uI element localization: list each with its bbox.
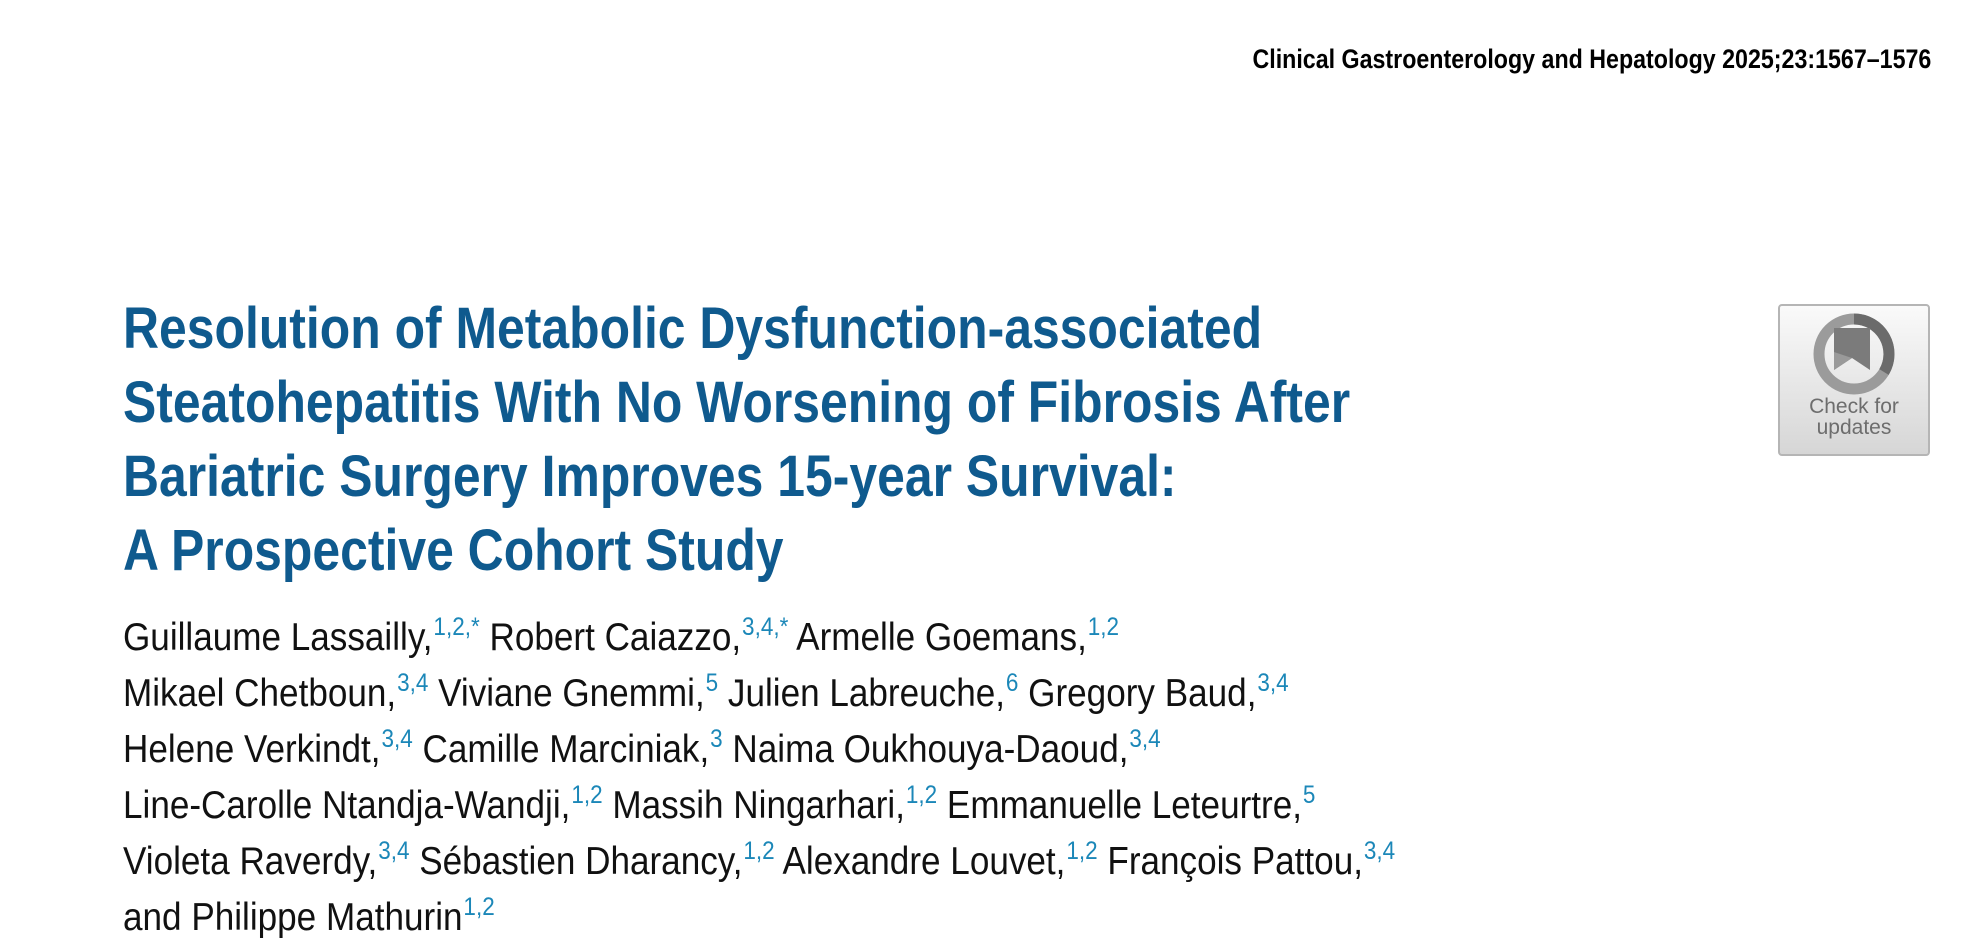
author-line: Helene Verkindt,3,4 Camille Marciniak,3 … (123, 724, 1395, 780)
author-name: Line-Carolle Ntandja-Wandji, (123, 784, 571, 827)
author-line: Violeta Raverdy,3,4 Sébastien Dharancy,1… (123, 836, 1395, 892)
author-affiliation-link[interactable]: 3,4 (1363, 837, 1396, 865)
author-name: Viviane Gnemmi, (438, 672, 705, 715)
check-for-updates-button[interactable]: Check for updates (1778, 304, 1930, 456)
author-name: Robert Caiazzo, (489, 616, 742, 659)
author-line: Line-Carolle Ntandja-Wandji,1,2 Massih N… (123, 780, 1395, 836)
author-name: Emmanuelle Leteurtre, (946, 784, 1303, 827)
author-affiliation-link[interactable]: 3 (710, 725, 723, 753)
author-list: Guillaume Lassailly,1,2,* Robert Caiazzo… (123, 612, 1395, 948)
author-affiliation-link[interactable]: 1,2 (905, 781, 938, 809)
author-affiliation-link[interactable]: 1,2 (571, 781, 603, 809)
article-title: Resolution of Metabolic Dysfunction-asso… (123, 292, 1350, 588)
badge-label-line2: updates (1816, 416, 1892, 439)
author-affiliation-link[interactable]: 1,2 (463, 893, 495, 921)
author-name: Guillaume Lassailly, (123, 616, 433, 659)
title-line: Resolution of Metabolic Dysfunction-asso… (123, 296, 1263, 361)
author-name: Gregory Baud, (1028, 672, 1257, 715)
author-name: Julien Labreuche, (727, 672, 1005, 715)
author-affiliation-link[interactable]: 3,4,* (742, 613, 789, 641)
author-line: Guillaume Lassailly,1,2,* Robert Caiazzo… (123, 612, 1395, 668)
journal-citation: Clinical Gastroenterology and Hepatology… (1252, 44, 1931, 74)
author-affiliation-link[interactable]: 1,2 (1066, 837, 1098, 865)
author-affiliation-link[interactable]: 3,4 (1129, 725, 1161, 753)
author-line: Mikael Chetboun,3,4 Viviane Gnemmi,5 Jul… (123, 668, 1395, 724)
title-line: A Prospective Cohort Study (123, 518, 784, 583)
author-name: Camille Marciniak, (422, 728, 710, 771)
author-affiliation-link[interactable]: 3,4 (378, 837, 410, 865)
author-name: Mikael Chetboun, (123, 672, 397, 715)
author-name: Armelle Goemans, (796, 616, 1087, 659)
author-name: Violeta Raverdy, (123, 840, 378, 883)
author-line: and Philippe Mathurin1,2 (123, 892, 1395, 948)
author-affiliation-link[interactable]: 1,2 (743, 837, 775, 865)
author-name: Alexandre Louvet, (782, 840, 1066, 883)
author-name: Sébastien Dharancy, (419, 840, 743, 883)
author-name: Massih Ningarhari, (612, 784, 905, 827)
author-name: Naima Oukhouya-Daoud, (732, 728, 1129, 771)
author-affiliation-link[interactable]: 5 (705, 669, 719, 697)
title-line: Steatohepatitis With No Worsening of Fib… (123, 370, 1351, 435)
author-name: and Philippe Mathurin (123, 896, 463, 939)
title-line: Bariatric Surgery Improves 15-year Survi… (123, 444, 1177, 509)
author-affiliation-link[interactable]: 6 (1005, 669, 1019, 697)
author-affiliation-link[interactable]: 5 (1302, 781, 1316, 809)
author-affiliation-link[interactable]: 3,4 (397, 669, 429, 697)
crossmark-bookmark-icon (1813, 313, 1895, 395)
badge-label-line1: Check for (1809, 395, 1899, 418)
author-name: François Pattou, (1107, 840, 1363, 883)
author-name: Helene Verkindt, (123, 728, 381, 771)
author-affiliation-link[interactable]: 1,2 (1087, 613, 1120, 641)
author-affiliation-link[interactable]: 3,4 (1257, 669, 1289, 697)
author-affiliation-link[interactable]: 1,2,* (433, 613, 480, 641)
author-affiliation-link[interactable]: 3,4 (381, 725, 413, 753)
